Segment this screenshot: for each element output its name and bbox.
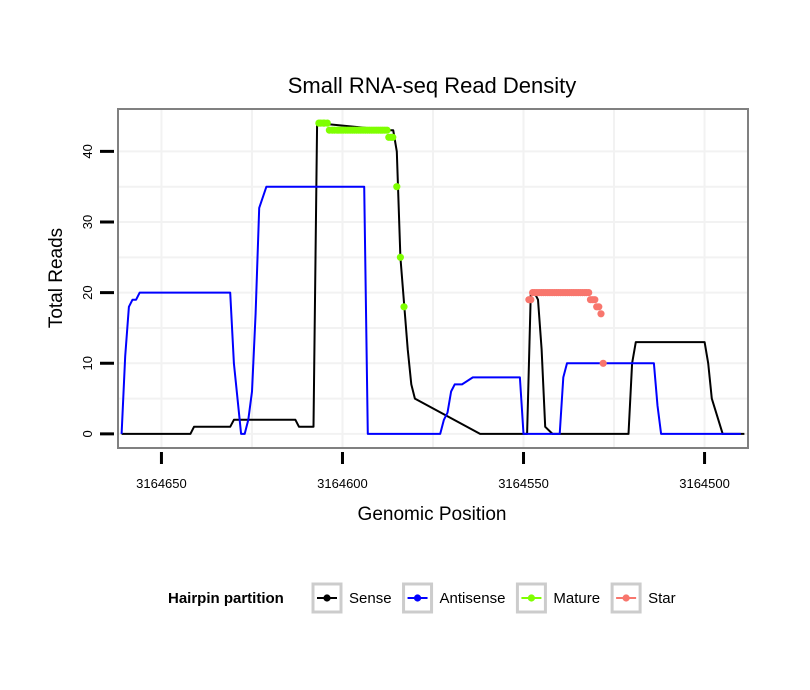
x-tick-label: 3164550 bbox=[498, 476, 549, 491]
legend-title: Hairpin partition bbox=[168, 590, 284, 607]
legend-key-point bbox=[527, 594, 536, 602]
series-mature bbox=[315, 119, 408, 311]
legend-key-point bbox=[622, 594, 630, 602]
star-point bbox=[591, 296, 599, 304]
y-tick-label: 40 bbox=[80, 144, 95, 158]
series-layer bbox=[120, 119, 745, 435]
chart-title: Small RNA-seq Read Density bbox=[288, 73, 577, 98]
star-point bbox=[599, 359, 607, 367]
star-point bbox=[527, 296, 535, 304]
legend-label: Antisense bbox=[440, 590, 506, 607]
antisense-line bbox=[120, 185, 741, 435]
mature-point bbox=[389, 133, 397, 141]
y-axis: 0 10 20 30 40 bbox=[80, 144, 114, 437]
series-star bbox=[525, 289, 607, 367]
legend-label: Sense bbox=[349, 590, 392, 607]
y-tick-label: 0 bbox=[80, 430, 95, 437]
legend-key-point bbox=[413, 594, 422, 602]
legend-key-point bbox=[323, 594, 331, 602]
series-sense bbox=[121, 122, 745, 435]
x-axis: 3164650 3164600 3164550 3164500 bbox=[136, 452, 730, 491]
legend-label: Star bbox=[648, 590, 676, 607]
series-antisense bbox=[120, 185, 741, 435]
x-tick-label: 3164650 bbox=[136, 476, 187, 491]
legend-label: Mature bbox=[553, 590, 600, 607]
mature-point bbox=[400, 303, 408, 311]
y-tick-label: 10 bbox=[80, 356, 95, 370]
mature-point bbox=[396, 253, 404, 261]
legend-item-star: Star bbox=[610, 582, 676, 614]
star-point bbox=[597, 310, 605, 318]
x-axis-title: Genomic Position bbox=[358, 504, 507, 525]
plot-frame bbox=[117, 108, 749, 449]
star-point bbox=[585, 289, 593, 297]
legend-item-antisense: Antisense bbox=[402, 582, 506, 614]
x-tick-label: 3164600 bbox=[317, 476, 368, 491]
star-point bbox=[595, 303, 603, 311]
legend-item-sense: Sense bbox=[311, 582, 392, 614]
y-tick-label: 20 bbox=[80, 285, 95, 299]
y-axis-title: Total Reads bbox=[46, 228, 67, 328]
grid-lines bbox=[118, 109, 748, 448]
y-tick-label: 30 bbox=[80, 215, 95, 229]
legend: Hairpin partition Sense Antisense Mature St… bbox=[168, 582, 676, 614]
sense-line bbox=[121, 122, 745, 435]
mature-point bbox=[323, 119, 331, 127]
x-tick-label: 3164500 bbox=[679, 476, 730, 491]
legend-item-mature: Mature bbox=[515, 582, 600, 614]
mature-point bbox=[383, 126, 391, 134]
mature-point bbox=[393, 183, 401, 191]
